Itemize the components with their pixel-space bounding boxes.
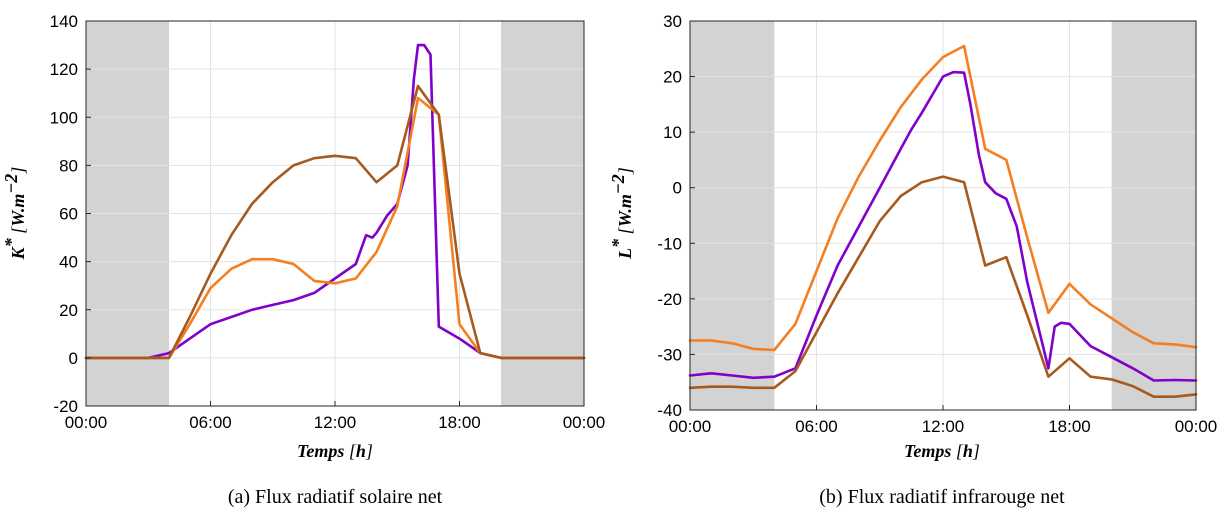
y-tick-labels: -20 0 20 40 60 80 100 120 140 xyxy=(50,12,91,416)
y-tick-labels: -40 -30 -20 -10 0 10 20 30 xyxy=(657,12,695,420)
y-tick-label: 60 xyxy=(59,205,78,224)
y-tick-label: -20 xyxy=(657,290,682,309)
night-shading xyxy=(690,21,1196,410)
y-tick-label: 0 xyxy=(673,179,682,198)
y-tick-label: 20 xyxy=(59,301,78,320)
x-tick-label: 18:00 xyxy=(1048,417,1091,436)
x-axis-label: Temps [h] xyxy=(297,441,373,461)
y-tick-label: -40 xyxy=(657,401,682,420)
y-tick-label: 10 xyxy=(663,123,682,142)
x-tick-label: 06:00 xyxy=(189,413,232,432)
y-tick-label: 140 xyxy=(50,12,78,31)
caption-b: (b) Flux radiatif infrarouge net xyxy=(819,486,1065,508)
y-tick-label: -10 xyxy=(657,234,682,253)
y-axis-label: K* [W.m−2] xyxy=(1,167,28,261)
x-tick-label: 18:00 xyxy=(438,413,481,432)
x-tick-labels: 00:00 06:00 12:00 18:00 00:00 xyxy=(669,405,1218,436)
x-tick-label: 00:00 xyxy=(669,417,712,436)
y-tick-label: 120 xyxy=(50,60,78,79)
series-line-0 xyxy=(84,43,586,360)
y-tick-label: 80 xyxy=(59,156,78,175)
series-line-2 xyxy=(84,84,586,360)
x-axis-label: Temps [h] xyxy=(904,441,980,461)
y-axis-label: L* [W.m−2] xyxy=(608,167,635,260)
x-tick-label: 06:00 xyxy=(795,417,838,436)
panel-solar: 00:00 06:00 12:00 18:00 00:00 -20 0 20 40 60 80 10… xyxy=(1,12,605,508)
y-tick-label: 0 xyxy=(69,349,78,368)
series-line-2 xyxy=(688,175,1198,399)
x-tick-label: 00:00 xyxy=(563,413,606,432)
y-tick-label: -30 xyxy=(657,345,682,364)
night-shade xyxy=(1111,21,1196,410)
night-shade xyxy=(690,21,775,410)
x-tick-labels: 00:00 06:00 12:00 18:00 00:00 xyxy=(65,401,606,432)
series-group xyxy=(688,44,1198,399)
y-tick-label: 40 xyxy=(59,253,78,272)
x-tick-label: 12:00 xyxy=(314,413,357,432)
series-line-0 xyxy=(688,44,1198,352)
y-tick-label: 20 xyxy=(663,68,682,87)
caption-a: (a) Flux radiatif solaire net xyxy=(228,486,443,508)
y-tick-label: -20 xyxy=(53,397,78,416)
panel-infrared: 00:00 06:00 12:00 18:00 00:00 -40 -30 -20 -10 0 1… xyxy=(608,12,1217,508)
series-line-1 xyxy=(688,70,1198,382)
y-tick-label: 30 xyxy=(663,12,682,31)
x-tick-label: 00:00 xyxy=(65,413,108,432)
y-tick-label: 100 xyxy=(50,108,78,127)
x-tick-label: 12:00 xyxy=(922,417,965,436)
x-tick-label: 00:00 xyxy=(1175,417,1218,436)
series-group xyxy=(84,43,586,360)
